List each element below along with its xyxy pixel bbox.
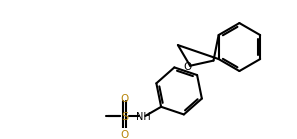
Text: O: O: [120, 130, 129, 139]
Text: S: S: [121, 112, 128, 122]
Text: O: O: [183, 62, 192, 72]
Text: NH: NH: [136, 112, 151, 122]
Text: O: O: [120, 94, 129, 104]
